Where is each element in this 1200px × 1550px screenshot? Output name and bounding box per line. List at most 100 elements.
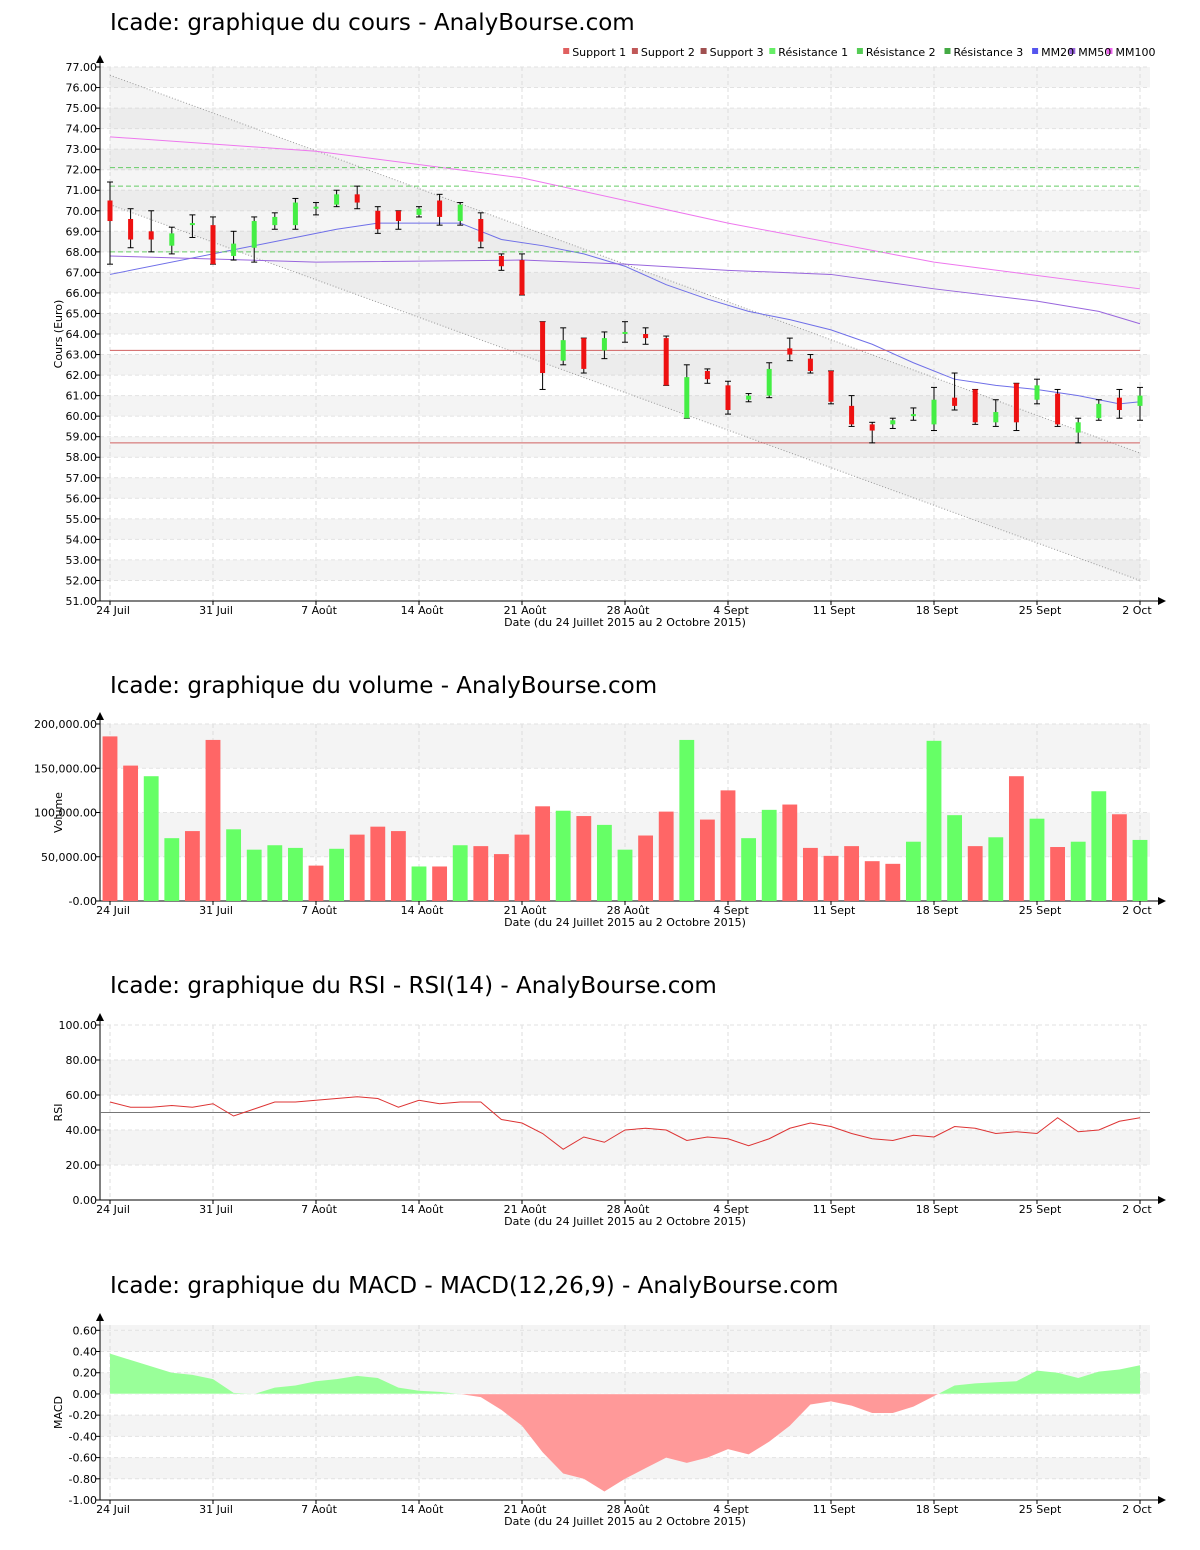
candle-body (519, 260, 525, 295)
volume-bar (1070, 841, 1086, 901)
x-tick-label: 21 Août (504, 1203, 548, 1216)
volume-bar (1111, 814, 1127, 901)
volume-bar (720, 790, 736, 901)
x-tick-label: 24 Juil (96, 904, 130, 917)
y-tick-label: -1.00 (69, 1494, 97, 1507)
y-tick-label: -0.40 (69, 1430, 97, 1443)
x-axis-title: Date (du 24 Juillet 2015 au 2 Octobre 20… (504, 1215, 746, 1228)
x-tick-label: 11 Sept (813, 1503, 856, 1516)
y-tick-label: 54.00 (66, 533, 98, 546)
candle-body (498, 255, 504, 267)
candle-body (313, 206, 319, 209)
x-tick-label: 18 Sept (916, 904, 959, 917)
candle-body (849, 405, 855, 425)
candle-body (334, 194, 340, 205)
y-tick-label: 150,000.00 (34, 762, 97, 775)
volume-bar (596, 824, 612, 901)
candle-body (540, 321, 546, 374)
volume-bar (576, 816, 592, 901)
volume-chart: -0.00 50,000.00 100,000.00 150,000.00 200,00… (34, 712, 1166, 929)
legend-label: Résistance 1 (778, 46, 848, 59)
volume-bar (349, 834, 365, 901)
volume-bar (452, 845, 468, 901)
y-tick-label: 77.00 (66, 61, 98, 74)
candle-body (272, 216, 278, 226)
y-tick-label: 63.00 (66, 349, 98, 362)
x-tick-label: 18 Sept (916, 1503, 959, 1516)
y-tick-label: 20.00 (66, 1159, 98, 1172)
y-tick-label: 100,000.00 (34, 807, 97, 820)
legend-swatch (769, 48, 776, 54)
x-tick-label: 11 Sept (813, 904, 856, 917)
candle-body (622, 331, 628, 334)
rsi-panel: Icade: graphique du RSI - RSI(14) - Anal… (0, 940, 1200, 1240)
volume-bar (493, 854, 509, 901)
x-tick-label: 24 Juil (96, 1203, 130, 1216)
x-tick-label: 18 Sept (916, 1203, 959, 1216)
x-tick-label: 31 Juil (199, 604, 233, 617)
y-tick-label: 69.00 (66, 225, 98, 238)
x-tick-label: 21 Août (504, 604, 548, 617)
volume-bar (802, 847, 818, 901)
x-axis-title: Date (du 24 Juillet 2015 au 2 Octobre 20… (504, 1515, 746, 1528)
y-tick-label: 60.00 (66, 1089, 98, 1102)
candle-body (993, 412, 999, 423)
x-tick-label: 11 Sept (813, 604, 856, 617)
candle-body (910, 414, 916, 417)
legend-swatch (631, 48, 638, 54)
candle-body (128, 218, 134, 240)
volume-bar (473, 846, 489, 901)
legend-swatch (1106, 48, 1113, 54)
price-panel: Icade: graphique du cours - AnalyBourse.… (0, 0, 1200, 640)
x-tick-label: 14 Août (401, 904, 445, 917)
candle-body (416, 208, 422, 215)
candle-body (931, 399, 937, 425)
macd-chart: -1.00 -0.80 -0.60 -0.40 -0.20 0.00 0.20 0.40 0.6… (52, 1313, 1166, 1528)
legend-label: MM100 (1116, 46, 1156, 59)
volume-bar (885, 863, 901, 901)
legend-label: Résistance 2 (866, 46, 936, 59)
rsi-line (109, 1096, 1141, 1150)
candle-body (725, 385, 731, 410)
y-tick-label: 62.00 (66, 369, 98, 382)
volume-bar (1029, 818, 1045, 901)
volume-bar (184, 831, 200, 901)
x-axis-arrow (1158, 897, 1166, 905)
volume-bar (658, 811, 674, 901)
legend-label: Résistance 3 (954, 46, 1024, 59)
x-tick-label: 11 Sept (813, 1203, 856, 1216)
volume-bar (246, 849, 262, 901)
candle-body (169, 233, 175, 246)
x-tick-label: 14 Août (401, 1503, 445, 1516)
candle-body (478, 218, 484, 242)
candle-body (148, 231, 154, 240)
y-tick-label: 70.00 (66, 205, 98, 218)
band (100, 559, 1150, 581)
volume-bar (514, 834, 530, 901)
volume-bar (411, 866, 427, 901)
volume-bar (143, 776, 159, 901)
y-tick-label: 100.00 (59, 1019, 98, 1032)
x-tick-label: 4 Sept (713, 604, 749, 617)
y-tick-label: 75.00 (66, 102, 98, 115)
volume-bar (329, 848, 345, 901)
y-tick-label: 61.00 (66, 390, 98, 403)
y-tick-label: -0.20 (69, 1409, 97, 1422)
x-tick-label: 28 Août (607, 1203, 651, 1216)
y-tick-label: -0.80 (69, 1473, 97, 1486)
y-axis-title: MACD (52, 1396, 65, 1429)
legend-swatch (1069, 48, 1076, 54)
x-tick-label: 28 Août (607, 904, 651, 917)
candle-body (890, 420, 896, 425)
x-tick-label: 14 Août (401, 1203, 445, 1216)
volume-bar (102, 736, 118, 901)
legend-swatch (700, 48, 707, 54)
candle-body (1116, 397, 1122, 410)
band (100, 231, 1150, 252)
volume-bar (741, 838, 757, 901)
x-tick-label: 31 Juil (199, 904, 233, 917)
candle-body (766, 368, 772, 396)
x-tick-label: 4 Sept (713, 904, 749, 917)
y-axis-title: Cours (Euro) (52, 300, 65, 369)
x-tick-label: 7 Août (301, 604, 338, 617)
